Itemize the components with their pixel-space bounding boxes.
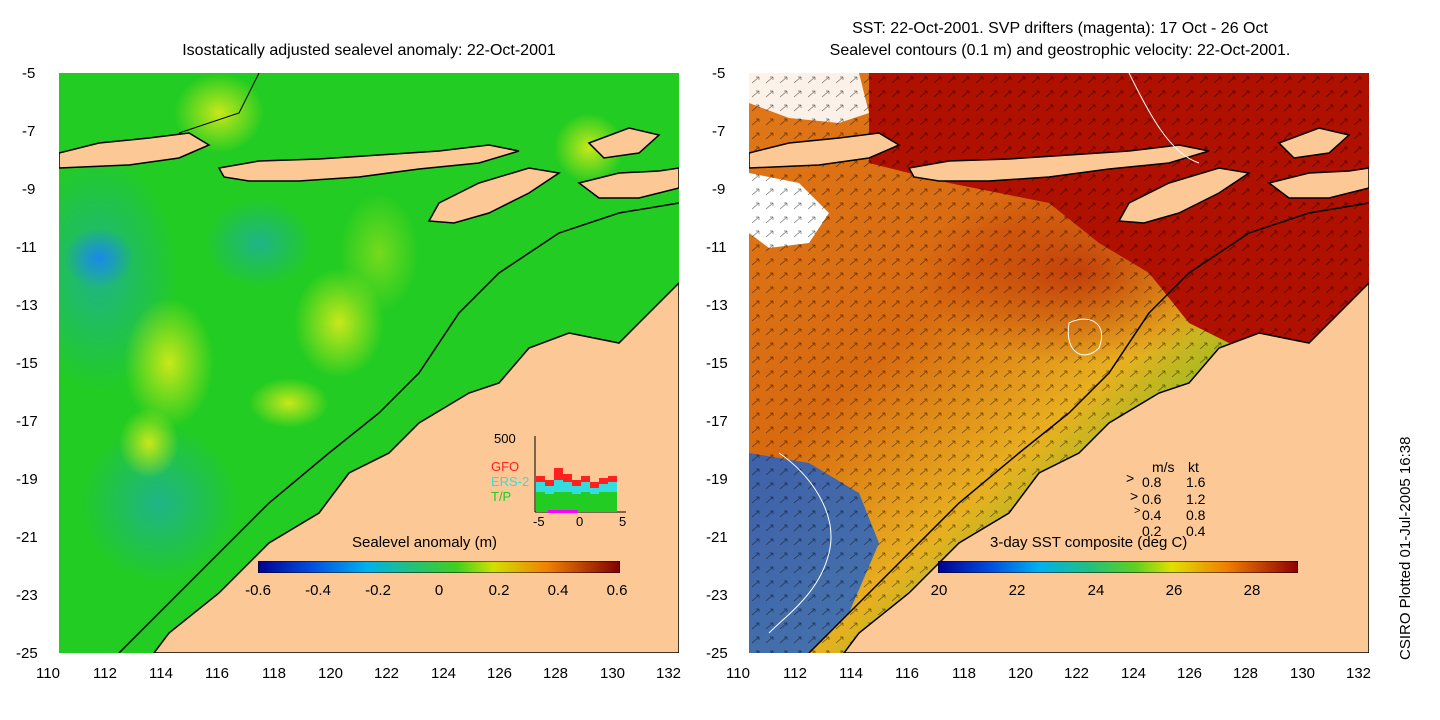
velocity-key-kt: 0.4: [1186, 523, 1206, 539]
inset-legend-ers2: ERS-2: [491, 474, 530, 489]
velocity-key-ms: 0.4: [1142, 507, 1162, 523]
x-tick: 122: [1064, 665, 1090, 682]
x-tick: 114: [839, 665, 863, 682]
velocity-arrow-icon: >: [1134, 505, 1141, 517]
velocity-key-ms: 0.6: [1142, 491, 1162, 507]
x-tick: 118: [952, 665, 976, 682]
colorbar-tick: 22: [1008, 582, 1026, 599]
velocity-key-header-kt: kt: [1188, 459, 1199, 475]
colorbar-tick: 28: [1243, 582, 1261, 599]
velocity-key-kt: 0.8: [1186, 507, 1206, 523]
y-tick: -25: [706, 645, 728, 662]
y-tick: -23: [706, 587, 728, 604]
x-tick: 124: [431, 665, 457, 682]
x-tick: 130: [600, 665, 626, 682]
colorbar-tick: 20: [930, 582, 948, 599]
y-tick: -21: [16, 529, 38, 546]
x-tick: 130: [1290, 665, 1316, 682]
right-map-title-line2: Sealevel contours (0.1 m) and geostrophi…: [829, 42, 1291, 59]
velocity-arrow-icon: >: [1130, 488, 1139, 504]
y-tick: -9: [22, 181, 36, 198]
x-tick: 126: [1177, 665, 1203, 682]
x-tick: 110: [726, 665, 750, 682]
x-tick: 120: [318, 665, 344, 682]
x-tick: 132: [656, 665, 682, 682]
sla-colorbar: [258, 561, 620, 573]
velocity-key-kt: 1.2: [1186, 491, 1206, 507]
colorbar-tick: 0.4: [547, 582, 569, 599]
inset-legend-gfo: GFO: [491, 459, 520, 474]
x-tick: 110: [36, 665, 60, 682]
velocity-key-kt: 1.6: [1186, 474, 1206, 490]
left-map-title: Isostatically adjusted sealevel anomaly:…: [182, 42, 556, 59]
y-tick: -13: [706, 297, 728, 314]
x-tick: 124: [1121, 665, 1147, 682]
sst-colorbar: [938, 561, 1298, 573]
histogram-bars: [536, 468, 617, 512]
colorbar-tick: 24: [1087, 582, 1105, 599]
x-tick: 128: [543, 665, 569, 682]
y-tick: -15: [706, 355, 728, 372]
inset-x-tick: 0: [576, 514, 584, 529]
right-map-title-line1: SST: 22-Oct-2001. SVP drifters (magenta)…: [852, 20, 1268, 37]
sst-colorbar-label: 3-day SST composite (deg C): [990, 534, 1188, 551]
plot-credit-note: CSIRO Plotted 01-Jul-2005 16:38: [1397, 436, 1414, 660]
sla-colorbar-label: Sealevel anomaly (m): [352, 534, 498, 551]
x-tick: 132: [1346, 665, 1372, 682]
y-tick: -9: [712, 181, 726, 198]
x-tick: 122: [374, 665, 400, 682]
y-tick: -21: [706, 529, 728, 546]
y-tick: -13: [16, 297, 38, 314]
satellite-coverage-histogram: [534, 436, 626, 513]
y-tick: -19: [706, 471, 728, 488]
colorbar-tick: 0.2: [488, 582, 510, 599]
colorbar-tick: -0.2: [365, 582, 391, 599]
y-tick: -17: [16, 413, 38, 430]
inset-x-tick: 5: [619, 514, 627, 529]
velocity-key-header-ms: m/s: [1152, 459, 1175, 475]
colorbar-tick: 26: [1165, 582, 1183, 599]
colorbar-tick: 0: [434, 582, 444, 599]
y-tick: -11: [16, 239, 37, 256]
x-tick: 118: [262, 665, 286, 682]
colorbar-tick: -0.4: [305, 582, 331, 599]
x-tick: 112: [93, 665, 117, 682]
x-tick: 128: [1233, 665, 1259, 682]
inset-legend-tp: T/P: [491, 489, 512, 504]
y-tick: -17: [706, 413, 728, 430]
x-tick: 120: [1008, 665, 1034, 682]
inset-x-tick: -5: [533, 514, 545, 529]
y-tick: -15: [16, 355, 38, 372]
y-tick: -7: [22, 123, 36, 140]
x-tick: 112: [783, 665, 807, 682]
y-tick: -5: [712, 65, 726, 82]
velocity-arrow-icon: >: [1126, 470, 1135, 486]
colorbar-tick: 0.6: [606, 582, 628, 599]
y-tick: -5: [22, 65, 36, 82]
y-tick: -23: [16, 587, 38, 604]
y-tick: -7: [712, 123, 726, 140]
velocity-key-ms: 0.8: [1142, 474, 1162, 490]
y-tick: -25: [16, 645, 38, 662]
x-tick: 116: [205, 665, 229, 682]
colorbar-tick: -0.6: [245, 582, 271, 599]
y-tick: -19: [16, 471, 38, 488]
velocity-key-ms: 0.2: [1142, 523, 1162, 539]
inset-y-label: 500: [494, 431, 516, 446]
x-tick: 126: [487, 665, 513, 682]
sealevel-anomaly-map: [59, 73, 679, 653]
y-tick: -11: [706, 239, 727, 256]
x-tick: 114: [149, 665, 173, 682]
x-tick: 116: [895, 665, 919, 682]
